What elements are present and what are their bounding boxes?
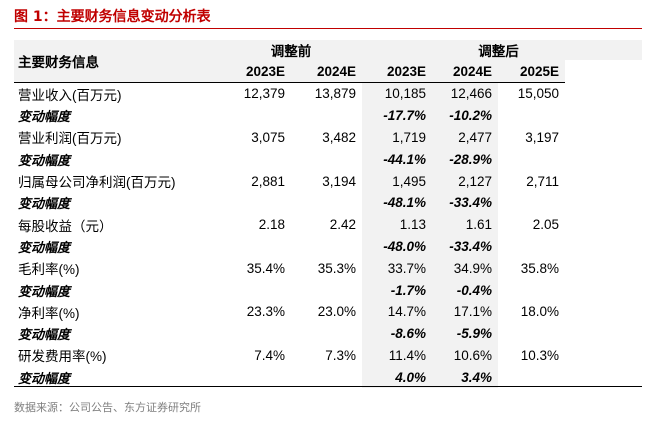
table-row: 营业利润(百万元) 3,075 3,482 1,719 2,477 3,197	[14, 126, 642, 149]
cell-value: 17.1%	[432, 300, 498, 323]
change-row: 变动幅度 -48.1% -33.4%	[14, 191, 642, 214]
cell-value: 35.3%	[317, 260, 356, 276]
cell-value: 10.3%	[520, 347, 559, 363]
cell-value: 2.05	[532, 217, 559, 233]
cell-value: 1.13	[362, 213, 432, 236]
header-group-before: 调整前	[220, 40, 362, 60]
change-value: -28.9%	[432, 148, 498, 171]
cell-value: 2.18	[258, 217, 285, 233]
header-year: 2024E	[432, 60, 498, 83]
cell-value: 12,379	[243, 86, 285, 102]
header-year: 2024E	[291, 60, 362, 83]
cell-value: 33.7%	[362, 257, 432, 280]
title-divider	[14, 28, 642, 29]
cell-value: 3,075	[251, 129, 285, 145]
change-value: -48.0%	[362, 235, 432, 258]
row-label: 营业收入(百万元)	[18, 87, 122, 103]
change-row: 变动幅度 -17.7% -10.2%	[14, 104, 642, 127]
table-row: 每股收益（元） 2.18 2.42 1.13 1.61 2.05	[14, 213, 642, 236]
table-row: 毛利率(%) 35.4% 35.3% 33.7% 34.9% 35.8%	[14, 257, 642, 280]
cell-value: 23.3%	[246, 304, 285, 320]
header-label: 主要财务信息	[14, 40, 220, 83]
cell-value: 2,711	[526, 173, 559, 189]
table-row: 研发费用率(%) 7.4% 7.3% 11.4% 10.6% 10.3%	[14, 344, 642, 367]
table-bottom-rule	[14, 386, 642, 387]
header-row-years: 2023E 2024E 2023E 2024E 2025E	[14, 60, 642, 83]
cell-value: 7.4%	[254, 347, 285, 363]
change-label: 变动幅度	[18, 110, 71, 126]
change-label: 变动幅度	[18, 284, 71, 300]
cell-value: 1,495	[362, 170, 432, 192]
change-value: -33.4%	[432, 235, 498, 258]
cell-value: 35.4%	[246, 260, 285, 276]
row-label: 每股收益（元）	[18, 218, 113, 234]
change-row: 变动幅度 4.0% 3.4%	[14, 366, 642, 389]
header-group-after: 调整后	[432, 40, 565, 60]
financial-table: 主要财务信息 调整前 调整后 2023E 2024E 2023E 2024E 2…	[14, 40, 642, 389]
header-year: 2023E	[220, 60, 291, 83]
source-note: 数据来源：公司公告、东方证券研究所	[14, 401, 201, 414]
change-value: -17.7%	[362, 104, 432, 127]
change-label: 变动幅度	[18, 197, 71, 213]
change-value: -1.7%	[362, 279, 432, 301]
cell-value: 3,482	[322, 129, 356, 145]
change-label: 变动幅度	[18, 328, 71, 344]
change-value: -48.1%	[362, 191, 432, 214]
change-label: 变动幅度	[18, 371, 71, 387]
table-row: 营业收入(百万元) 12,379 13,879 10,185 12,466 15…	[14, 82, 642, 105]
cell-value: 3,197	[525, 129, 559, 145]
cell-value: 11.4%	[362, 344, 432, 367]
change-row: 变动幅度 -8.6% -5.9%	[14, 322, 642, 345]
change-value: -5.9%	[432, 322, 498, 345]
row-label: 净利率(%)	[18, 305, 80, 321]
row-label: 研发费用率(%)	[18, 349, 107, 365]
change-row: 变动幅度 -44.1% -28.9%	[14, 148, 642, 171]
cell-value: 14.7%	[362, 300, 432, 323]
row-label: 营业利润(百万元)	[18, 131, 122, 147]
cell-value: 18.0%	[520, 304, 559, 320]
change-value: -8.6%	[362, 322, 432, 345]
cell-value: 10,185	[362, 82, 432, 105]
cell-value: 15,050	[517, 86, 559, 102]
change-label: 变动幅度	[18, 240, 71, 256]
cell-value: 10.6%	[432, 344, 498, 367]
change-value: -44.1%	[362, 148, 432, 171]
cell-value: 2,477	[432, 126, 498, 149]
table-row: 净利率(%) 23.3% 23.0% 14.7% 17.1% 18.0%	[14, 300, 642, 323]
change-value: 4.0%	[362, 366, 432, 389]
row-label: 毛利率(%)	[18, 262, 80, 278]
header-year: 2025E	[498, 60, 565, 83]
cell-value: 34.9%	[432, 257, 498, 280]
change-row: 变动幅度 -1.7% -0.4%	[14, 279, 642, 301]
cell-value: 13,879	[314, 86, 356, 102]
cell-value: 3,194	[322, 173, 356, 189]
cell-value: 2,127	[432, 170, 498, 192]
cell-value: 35.8%	[520, 260, 559, 276]
cell-value: 23.0%	[317, 304, 356, 320]
cell-value: 2,881	[251, 173, 285, 189]
change-value: -10.2%	[432, 104, 498, 127]
change-value: 3.4%	[432, 366, 498, 389]
cell-value: 1,719	[362, 126, 432, 149]
change-value: -0.4%	[432, 279, 498, 301]
cell-value: 2.42	[329, 217, 356, 233]
change-row: 变动幅度 -48.0% -33.4%	[14, 235, 642, 258]
cell-value: 1.61	[432, 213, 498, 236]
change-value: -33.4%	[432, 191, 498, 214]
change-label: 变动幅度	[18, 153, 71, 169]
table-row: 归属母公司净利润(百万元) 2,881 3,194 1,495 2,127 2,…	[14, 170, 642, 192]
row-label: 归属母公司净利润(百万元)	[18, 175, 176, 191]
figure-title: 图 1：主要财务信息变动分析表	[14, 9, 211, 25]
cell-value: 12,466	[432, 82, 498, 105]
cell-value: 7.3%	[325, 347, 356, 363]
header-row-groups: 主要财务信息 调整前 调整后	[14, 40, 642, 83]
header-year: 2023E	[362, 60, 432, 83]
